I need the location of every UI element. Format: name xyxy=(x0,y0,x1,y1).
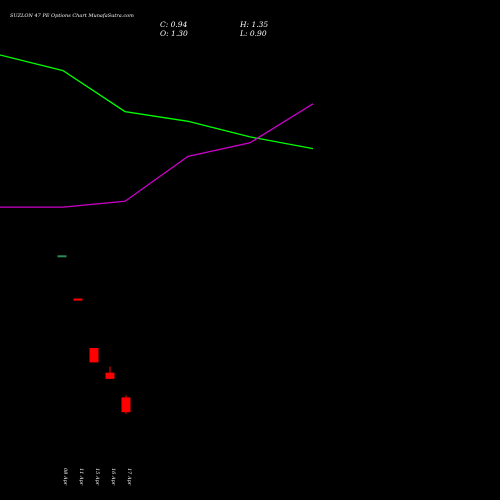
chart-title: SUZLON 47 PE Options Chart MunafaSutra.c… xyxy=(10,13,134,19)
x-tick-label: 16 Apr xyxy=(110,468,116,486)
x-tick-label: 08 Apr xyxy=(62,468,68,486)
indicator-lines xyxy=(0,54,314,208)
close-value: C: 0.94 xyxy=(160,20,188,29)
high-value: H: 1.35 xyxy=(239,20,268,29)
x-axis-ticks: 08 Apr 11 Apr 15 Apr 16 Apr 17 Apr xyxy=(62,468,132,486)
candle-body xyxy=(73,298,83,301)
indicator-line-1 xyxy=(0,54,314,150)
candlesticks xyxy=(57,255,131,414)
candle-body xyxy=(105,372,115,379)
x-tick-label: 11 Apr xyxy=(78,468,84,486)
x-tick-label: 17 Apr xyxy=(126,468,132,486)
candle-body xyxy=(57,255,67,258)
candle-body xyxy=(121,397,131,413)
indicator-line-2 xyxy=(0,103,314,208)
x-tick-label: 15 Apr xyxy=(94,468,100,486)
candle-body xyxy=(89,347,99,363)
open-value: O: 1.30 xyxy=(160,29,188,38)
low-value: L: 0.90 xyxy=(239,29,267,38)
